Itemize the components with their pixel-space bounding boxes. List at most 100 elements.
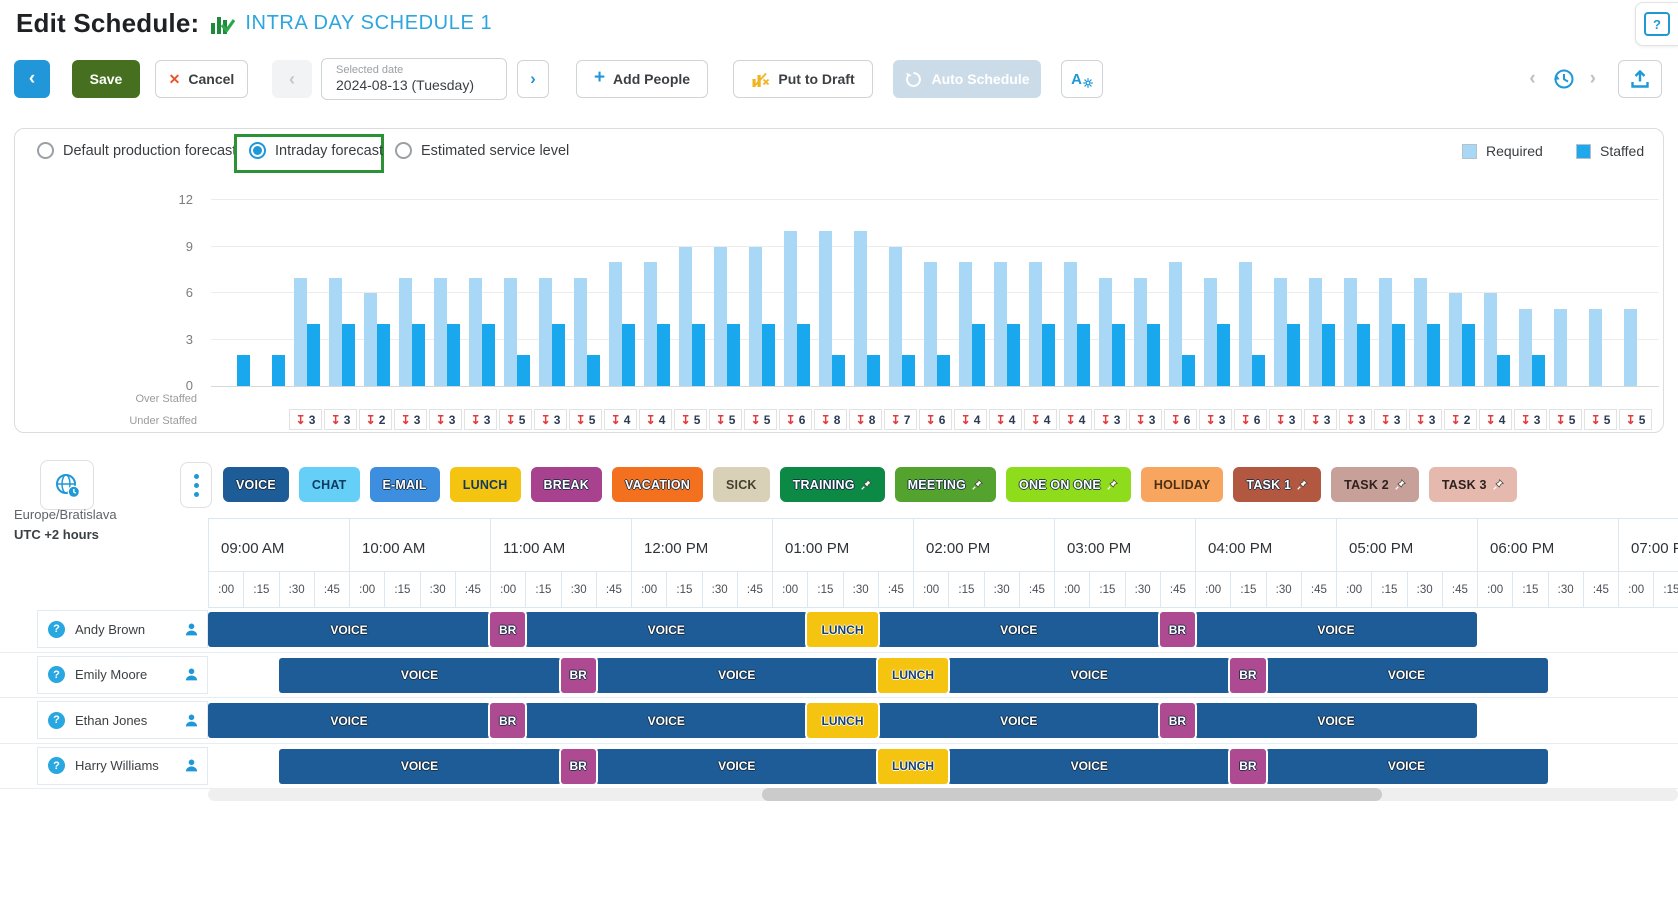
schedule-block-voice[interactable]: VOICE [208, 703, 490, 739]
schedule-block-break[interactable]: BR [1230, 748, 1266, 784]
schedule-block-break[interactable]: BR [1159, 612, 1195, 647]
agent-help-icon[interactable]: ? [48, 757, 65, 775]
history-back-icon[interactable]: ‹ [1529, 68, 1536, 89]
dot-icon [193, 473, 199, 479]
understaffed-value: 4 [1008, 412, 1016, 427]
schedule-block-lunch[interactable]: LUNCH [877, 657, 949, 693]
schedule-block-voice[interactable]: VOICE [525, 612, 808, 647]
schedule-block-voice[interactable]: VOICE [595, 748, 878, 784]
agent-help-icon[interactable]: ? [48, 711, 65, 729]
legend-staffed[interactable]: Staffed [1576, 143, 1644, 159]
schedule-block-voice[interactable]: VOICE [1265, 748, 1548, 784]
agent-label-harry-williams[interactable]: ? Harry Williams [37, 746, 208, 785]
activity-chip-meeting[interactable]: MEETING [894, 467, 997, 502]
activity-chip-holiday[interactable]: HOLIDAY [1140, 467, 1224, 502]
save-button[interactable]: Save [72, 60, 140, 98]
dot-icon [193, 491, 199, 497]
schedule-block-lunch[interactable]: LUNCH [807, 703, 878, 739]
schedule-block-break[interactable]: BR [490, 612, 526, 647]
understaffed-cell: ↧ 4 [1479, 409, 1512, 430]
agent-label-ethan-jones[interactable]: ? Ethan Jones [37, 701, 208, 740]
time-hour-label: 07:00 PM [1631, 540, 1678, 557]
radio-estimated-service-level[interactable]: Estimated service level [395, 142, 569, 159]
schedule-block-voice[interactable]: VOICE [948, 657, 1231, 693]
time-tick-cell: :15 [243, 571, 280, 608]
schedule-block-break[interactable]: BR [1230, 657, 1266, 693]
activity-chip-voice[interactable]: VOICE [223, 467, 289, 502]
scrollbar-thumb[interactable] [762, 788, 1382, 801]
history-forward-icon[interactable]: › [1589, 68, 1596, 89]
help-tab[interactable]: ? [1635, 2, 1678, 46]
time-tick-cell: :15 [807, 571, 844, 608]
agent-label-andy-brown[interactable]: ? Andy Brown [37, 610, 208, 648]
activity-chip-training[interactable]: TRAINING [779, 467, 885, 502]
schedule-block-voice[interactable]: VOICE [525, 703, 808, 739]
schedule-block-break[interactable]: BR [490, 703, 526, 739]
schedule-block-lunch[interactable]: LUNCH [877, 748, 949, 784]
put-to-draft-button[interactable]: Put to Draft [733, 60, 873, 98]
person-icon[interactable] [184, 758, 199, 773]
understaffed-value: 6 [1253, 412, 1261, 427]
required-bar [784, 231, 797, 386]
required-checkbox-icon [1462, 143, 1477, 159]
activity-chip-task-3[interactable]: TASK 3 [1428, 467, 1517, 502]
time-tick-cell: :15 [666, 571, 703, 608]
time-hour-cell: 09:00 AM [208, 518, 350, 572]
horizontal-scrollbar[interactable] [208, 788, 1678, 801]
activity-chip-one-on-one[interactable]: ONE ON ONE [1006, 467, 1131, 502]
schedule-block-voice[interactable]: VOICE [877, 612, 1160, 647]
schedule-block-voice[interactable]: VOICE [278, 748, 561, 784]
agent-label-emily-moore[interactable]: ? Emily Moore [37, 655, 208, 694]
activity-chip-sick[interactable]: SICK [712, 467, 770, 502]
radio-intraday-forecast[interactable]: Intraday forecast [249, 142, 383, 159]
selected-date-field[interactable]: Selected date 2024-08-13 (Tuesday) [321, 58, 507, 100]
person-icon[interactable] [184, 622, 199, 637]
schedule-block-voice[interactable]: VOICE [877, 703, 1160, 739]
activity-menu-button[interactable] [180, 462, 212, 508]
agent-help-icon[interactable]: ? [48, 666, 65, 684]
cancel-button[interactable]: ✕ Cancel [155, 60, 248, 98]
schedule-block-voice[interactable]: VOICE [278, 657, 561, 693]
activity-chip-lunch[interactable]: LUNCH [449, 467, 521, 502]
activity-chip-task-2[interactable]: TASK 2 [1331, 467, 1419, 502]
history-icon[interactable] [1550, 66, 1576, 92]
schedule-name-link[interactable]: INTRA DAY SCHEDULE 1 [245, 12, 493, 34]
schedule-block-label: VOICE [1070, 759, 1108, 774]
legend-required[interactable]: Required [1462, 143, 1543, 159]
radio-default-production-forecast[interactable]: Default production forecast [37, 142, 236, 159]
next-date-button[interactable]: › [517, 60, 549, 98]
schedule-block-break[interactable]: BR [560, 748, 596, 784]
schedule-block-voice[interactable]: VOICE [208, 612, 490, 647]
export-button[interactable] [1618, 60, 1662, 98]
agent-settings-button[interactable]: A [1061, 60, 1103, 98]
staffed-bar [237, 355, 250, 386]
activity-chip-break[interactable]: BREAK [530, 467, 602, 502]
schedule-block-lunch[interactable]: LUNCH [807, 612, 878, 647]
activity-chip-chat[interactable]: CHAT [298, 467, 360, 502]
activity-chip-e-mail[interactable]: E-MAIL [369, 467, 440, 502]
time-tick-cell: :45 [1582, 571, 1619, 608]
understaffed-cell: ↧ 3 [289, 409, 322, 430]
person-icon[interactable] [184, 667, 199, 682]
schedule-block-voice[interactable]: VOICE [1195, 703, 1477, 739]
add-people-button[interactable]: + Add People [576, 60, 708, 98]
agent-help-icon[interactable]: ? [48, 620, 65, 638]
schedule-block-voice[interactable]: VOICE [1195, 612, 1477, 647]
understaffed-cell: ↧ 4 [1024, 409, 1057, 430]
previous-date-button[interactable]: ‹ [272, 60, 312, 98]
activity-chip-vacation[interactable]: VACATION [611, 467, 703, 502]
person-icon[interactable] [184, 713, 199, 728]
back-button[interactable]: ‹ [14, 60, 50, 98]
understaffed-value: 4 [1043, 412, 1051, 427]
activity-chip-task-1[interactable]: TASK 1 [1233, 467, 1322, 502]
timezone-button[interactable] [40, 460, 94, 510]
schedule-block-break[interactable]: BR [1159, 703, 1195, 739]
understaffed-arrow-icon: ↧ [750, 412, 761, 427]
dot-icon [193, 482, 199, 488]
schedule-block-voice[interactable]: VOICE [948, 748, 1231, 784]
schedule-block-voice[interactable]: VOICE [1265, 657, 1548, 693]
understaffed-cell: ↧ 3 [1094, 409, 1127, 430]
time-hour-cell: 07:00 PM [1618, 518, 1678, 572]
schedule-block-voice[interactable]: VOICE [595, 657, 878, 693]
schedule-block-break[interactable]: BR [560, 657, 596, 693]
